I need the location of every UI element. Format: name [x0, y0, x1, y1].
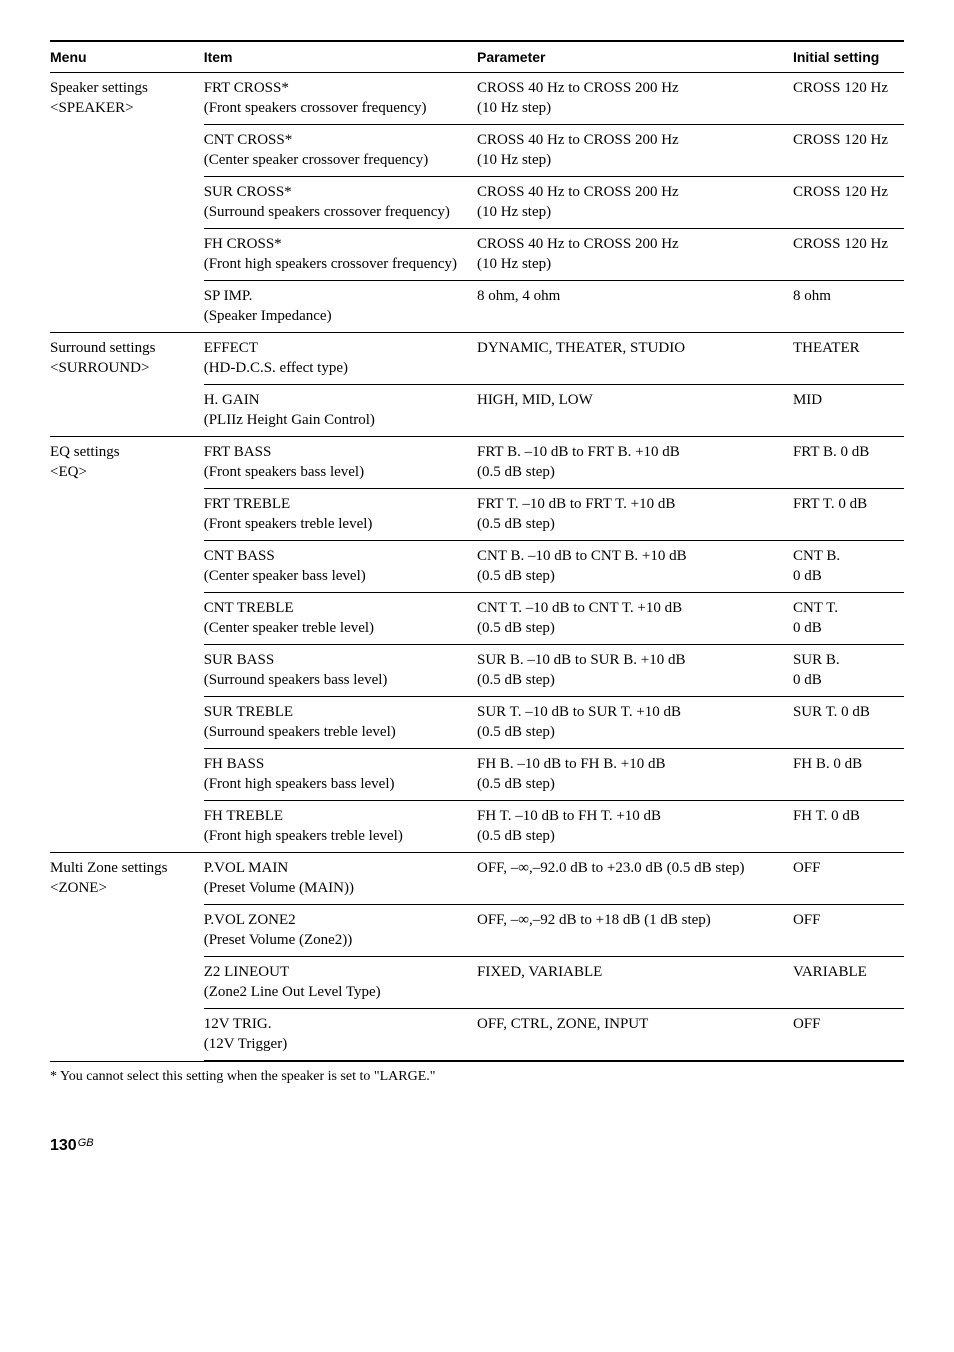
- param-cell: OFF, –∞,–92 dB to +18 dB (1 dB step): [477, 905, 793, 957]
- init-cell: CNT T. 0 dB: [793, 593, 904, 645]
- param-cell: CNT B. –10 dB to CNT B. +10 dB (0.5 dB s…: [477, 541, 793, 593]
- page-number: 130GB: [50, 1136, 904, 1157]
- param-cell: 8 ohm, 4 ohm: [477, 281, 793, 333]
- table-row: Surround settings <SURROUND>EFFECT (HD-D…: [50, 333, 904, 385]
- table-row: Speaker settings <SPEAKER>FRT CROSS* (Fr…: [50, 73, 904, 125]
- menu-cell: Multi Zone settings <ZONE>: [50, 853, 204, 1062]
- settings-table: Menu Item Parameter Initial setting Spea…: [50, 40, 904, 1062]
- table-row: Multi Zone settings <ZONE>P.VOL MAIN (Pr…: [50, 853, 904, 905]
- item-cell: FH CROSS* (Front high speakers crossover…: [204, 229, 477, 281]
- param-cell: CNT T. –10 dB to CNT T. +10 dB (0.5 dB s…: [477, 593, 793, 645]
- col-param: Parameter: [477, 41, 793, 73]
- item-cell: FH TREBLE (Front high speakers treble le…: [204, 801, 477, 853]
- init-cell: CROSS 120 Hz: [793, 177, 904, 229]
- init-cell: CROSS 120 Hz: [793, 125, 904, 177]
- init-cell: CROSS 120 Hz: [793, 229, 904, 281]
- item-cell: P.VOL MAIN (Preset Volume (MAIN)): [204, 853, 477, 905]
- init-cell: OFF: [793, 853, 904, 905]
- item-cell: CNT CROSS* (Center speaker crossover fre…: [204, 125, 477, 177]
- footnote: * You cannot select this setting when th…: [50, 1068, 904, 1086]
- item-cell: SUR TREBLE (Surround speakers treble lev…: [204, 697, 477, 749]
- init-cell: SUR T. 0 dB: [793, 697, 904, 749]
- init-cell: FH T. 0 dB: [793, 801, 904, 853]
- item-cell: SUR BASS (Surround speakers bass level): [204, 645, 477, 697]
- init-cell: OFF: [793, 905, 904, 957]
- param-cell: FH T. –10 dB to FH T. +10 dB (0.5 dB ste…: [477, 801, 793, 853]
- menu-cell: Speaker settings <SPEAKER>: [50, 73, 204, 333]
- init-cell: CROSS 120 Hz: [793, 73, 904, 125]
- col-item: Item: [204, 41, 477, 73]
- param-cell: FRT B. –10 dB to FRT B. +10 dB (0.5 dB s…: [477, 437, 793, 489]
- param-cell: FRT T. –10 dB to FRT T. +10 dB (0.5 dB s…: [477, 489, 793, 541]
- item-cell: FRT TREBLE (Front speakers treble level): [204, 489, 477, 541]
- item-cell: CNT TREBLE (Center speaker treble level): [204, 593, 477, 645]
- menu-cell: Surround settings <SURROUND>: [50, 333, 204, 437]
- param-cell: DYNAMIC, THEATER, STUDIO: [477, 333, 793, 385]
- item-cell: H. GAIN (PLIIz Height Gain Control): [204, 385, 477, 437]
- item-cell: CNT BASS (Center speaker bass level): [204, 541, 477, 593]
- param-cell: CROSS 40 Hz to CROSS 200 Hz (10 Hz step): [477, 229, 793, 281]
- item-cell: SUR CROSS* (Surround speakers crossover …: [204, 177, 477, 229]
- item-cell: FH BASS (Front high speakers bass level): [204, 749, 477, 801]
- col-init: Initial setting: [793, 41, 904, 73]
- param-cell: SUR B. –10 dB to SUR B. +10 dB (0.5 dB s…: [477, 645, 793, 697]
- item-cell: SP IMP. (Speaker Impedance): [204, 281, 477, 333]
- init-cell: MID: [793, 385, 904, 437]
- item-cell: Z2 LINEOUT (Zone2 Line Out Level Type): [204, 957, 477, 1009]
- init-cell: FRT T. 0 dB: [793, 489, 904, 541]
- param-cell: OFF, CTRL, ZONE, INPUT: [477, 1009, 793, 1062]
- param-cell: FIXED, VARIABLE: [477, 957, 793, 1009]
- param-cell: CROSS 40 Hz to CROSS 200 Hz (10 Hz step): [477, 73, 793, 125]
- init-cell: 8 ohm: [793, 281, 904, 333]
- init-cell: SUR B. 0 dB: [793, 645, 904, 697]
- item-cell: P.VOL ZONE2 (Preset Volume (Zone2)): [204, 905, 477, 957]
- menu-cell: EQ settings <EQ>: [50, 437, 204, 853]
- param-cell: FH B. –10 dB to FH B. +10 dB (0.5 dB ste…: [477, 749, 793, 801]
- item-cell: 12V TRIG. (12V Trigger): [204, 1009, 477, 1062]
- table-row: EQ settings <EQ>FRT BASS (Front speakers…: [50, 437, 904, 489]
- param-cell: CROSS 40 Hz to CROSS 200 Hz (10 Hz step): [477, 177, 793, 229]
- item-cell: EFFECT (HD-D.C.S. effect type): [204, 333, 477, 385]
- col-menu: Menu: [50, 41, 204, 73]
- init-cell: FRT B. 0 dB: [793, 437, 904, 489]
- item-cell: FRT CROSS* (Front speakers crossover fre…: [204, 73, 477, 125]
- param-cell: SUR T. –10 dB to SUR T. +10 dB (0.5 dB s…: [477, 697, 793, 749]
- init-cell: CNT B. 0 dB: [793, 541, 904, 593]
- param-cell: OFF, –∞,–92.0 dB to +23.0 dB (0.5 dB ste…: [477, 853, 793, 905]
- init-cell: FH B. 0 dB: [793, 749, 904, 801]
- init-cell: THEATER: [793, 333, 904, 385]
- param-cell: CROSS 40 Hz to CROSS 200 Hz (10 Hz step): [477, 125, 793, 177]
- param-cell: HIGH, MID, LOW: [477, 385, 793, 437]
- init-cell: VARIABLE: [793, 957, 904, 1009]
- init-cell: OFF: [793, 1009, 904, 1062]
- item-cell: FRT BASS (Front speakers bass level): [204, 437, 477, 489]
